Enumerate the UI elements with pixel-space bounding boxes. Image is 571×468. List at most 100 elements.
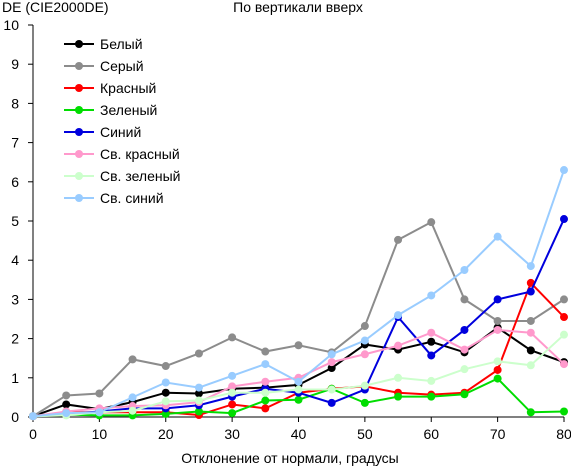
data-point [161,397,170,406]
data-point [261,396,270,405]
data-point [161,378,170,387]
data-point [560,330,568,339]
data-point [394,235,403,244]
data-point [261,347,270,356]
data-point [427,328,436,337]
data-point [427,337,436,346]
data-point [560,407,568,416]
series-4 [29,374,568,421]
y-axis-label: DE (CIE2000DE) [2,0,109,15]
data-point [360,350,369,359]
data-point [228,371,237,380]
chart-title: По вертикали вверх [233,0,363,15]
data-point [493,316,502,325]
data-point [228,333,237,342]
x-tick-label: 10 [92,426,108,442]
data-point [493,295,502,304]
data-point [228,388,237,397]
data-point [360,322,369,331]
legend-item: Серый [64,58,144,74]
data-point [460,295,469,304]
data-point [261,404,270,413]
x-axis-label: Отклонение от нормали, градусы [181,450,398,466]
x-tick-group: 0 10 20 30 40 50 60 70 80 [29,417,571,442]
data-point [560,360,568,369]
data-point [327,358,336,367]
y-tick-group: 0 1 2 3 4 5 6 7 8 9 10 [3,17,33,425]
data-point [526,262,535,271]
data-point [228,400,237,409]
legend-label: Св. зеленый [100,168,180,184]
series-7 [29,330,568,421]
legend-swatch-marker [75,172,83,180]
data-point [427,291,436,300]
legend-label: Св. красный [100,146,180,162]
data-point [460,390,469,399]
y-tick-label: 0 [11,409,19,425]
y-tick-label: 7 [11,135,19,151]
y-tick-label: 6 [11,174,19,190]
data-point [394,341,403,350]
data-point [261,388,270,397]
data-point [228,382,237,391]
data-point [194,383,203,392]
data-point [294,385,303,394]
series-2 [29,218,568,421]
legend: Белый Серый Красный Зеленый Синий Св. красный… [64,36,180,206]
data-point [62,409,71,418]
data-point [194,349,203,358]
data-point [427,392,436,401]
data-point [427,376,436,385]
data-point [460,266,469,274]
data-point [560,313,568,322]
data-point [327,398,336,407]
legend-item: Зеленый [64,102,157,118]
legend-swatch-marker [75,40,83,48]
data-point [261,360,270,369]
x-tick-label: 50 [357,426,373,442]
data-point [526,287,535,296]
x-tick-label: 60 [423,426,439,442]
data-point [161,362,170,371]
data-point [427,351,436,360]
data-point [360,336,369,345]
data-point [360,381,369,390]
y-tick-label: 10 [3,17,19,33]
y-tick-label: 8 [11,95,19,111]
data-point [294,341,303,350]
data-point [427,218,436,227]
x-tick-label: 80 [556,426,571,442]
legend-swatch-marker [75,84,83,92]
data-point [29,412,37,421]
data-point [360,398,369,407]
legend-label: Св. синий [100,190,164,206]
legend-swatch-marker [75,128,83,136]
legend-swatch-marker [75,194,83,202]
y-tick-label: 9 [11,56,19,72]
legend-item: Красный [64,80,156,96]
data-point [460,325,469,334]
series-8 [29,166,568,421]
data-point [526,361,535,370]
data-point [493,374,502,383]
data-point [493,365,502,374]
data-point [128,355,137,364]
data-point [394,373,403,382]
data-point [194,396,203,405]
x-tick-label: 0 [29,426,37,442]
data-point [62,391,71,400]
legend-item: Св. красный [64,146,180,162]
data-point [493,232,502,241]
data-point [526,346,535,355]
data-point [194,389,203,398]
data-point [526,316,535,325]
data-point [294,377,303,386]
data-point [526,408,535,417]
data-point [161,388,170,397]
data-point [560,295,568,304]
data-point [95,389,104,398]
data-point [460,365,469,374]
data-point [493,357,502,366]
legend-swatch-marker [75,62,83,70]
